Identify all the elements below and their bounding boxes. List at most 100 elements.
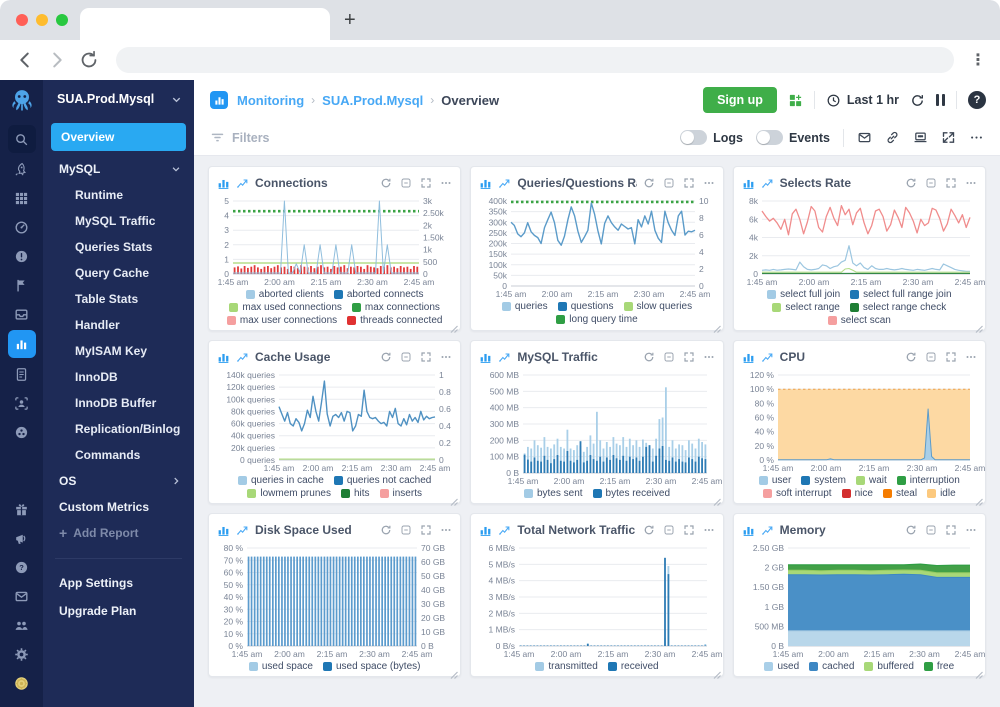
breadcrumb-app[interactable]: SUA.Prod.Mysql bbox=[322, 92, 424, 108]
legend-item[interactable]: nice bbox=[841, 487, 873, 500]
legend-item[interactable]: idle bbox=[927, 487, 956, 500]
legend-item[interactable]: questions bbox=[557, 300, 614, 313]
more-icon[interactable] bbox=[965, 524, 977, 536]
legend-item[interactable]: wait bbox=[855, 474, 887, 487]
sign-up-button[interactable]: Sign up bbox=[703, 87, 777, 113]
minimize-window-button[interactable] bbox=[36, 14, 48, 26]
refresh-icon[interactable] bbox=[380, 177, 392, 189]
refresh-icon[interactable] bbox=[905, 524, 917, 536]
more-icon[interactable] bbox=[965, 177, 977, 189]
browser-tab[interactable] bbox=[80, 8, 330, 40]
legend-item[interactable]: received bbox=[607, 660, 659, 673]
more-icon[interactable] bbox=[703, 524, 715, 536]
refresh-icon[interactable] bbox=[380, 351, 392, 363]
rail-megaphone-button[interactable] bbox=[8, 525, 36, 551]
logs-toggle[interactable]: Logs bbox=[680, 130, 743, 145]
legend-item[interactable]: aborted clients bbox=[245, 288, 324, 301]
sidebar-item-query-cache[interactable]: Query Cache bbox=[43, 260, 194, 286]
reload-button[interactable] bbox=[78, 49, 100, 71]
legend-item[interactable]: bytes sent bbox=[523, 487, 583, 500]
collapse-icon[interactable] bbox=[925, 177, 937, 189]
browser-menu-icon[interactable]: ⋮ bbox=[970, 52, 986, 69]
sidebar-item-add-report[interactable]: + Add Report bbox=[43, 520, 194, 546]
breadcrumb-monitoring[interactable]: Monitoring bbox=[237, 92, 305, 108]
rail-gift-button[interactable] bbox=[8, 496, 36, 522]
refresh-icon[interactable] bbox=[905, 351, 917, 363]
legend-item[interactable]: user bbox=[758, 474, 791, 487]
sidebar-item-app-settings[interactable]: App Settings bbox=[59, 576, 133, 590]
sidebar-item-commands[interactable]: Commands bbox=[43, 442, 194, 468]
legend-item[interactable]: max user connections bbox=[226, 314, 337, 327]
legend-item[interactable]: queries in cache bbox=[237, 474, 324, 487]
more-icon[interactable] bbox=[703, 351, 715, 363]
more-icon[interactable] bbox=[440, 524, 452, 536]
resize-handle[interactable] bbox=[450, 666, 459, 679]
explore-icon[interactable] bbox=[236, 177, 249, 190]
sidebar-item-upgrade-plan[interactable]: Upgrade Plan bbox=[59, 604, 137, 618]
more-icon[interactable] bbox=[440, 177, 452, 189]
fullscreen-icon[interactable] bbox=[420, 351, 432, 363]
rail-network-button[interactable] bbox=[8, 419, 36, 445]
legend-item[interactable]: inserts bbox=[379, 487, 422, 500]
sidebar-item-custom-metrics[interactable]: Custom Metrics bbox=[43, 494, 194, 520]
forward-button[interactable] bbox=[46, 49, 68, 71]
sidebar-item-myisam-key[interactable]: MyISAM Key bbox=[43, 338, 194, 364]
rail-mail-button[interactable] bbox=[8, 583, 36, 609]
legend-item[interactable]: system bbox=[801, 474, 846, 487]
fullscreen-icon[interactable] bbox=[945, 524, 957, 536]
legend-item[interactable]: lowmem prunes bbox=[247, 487, 331, 500]
collapse-icon[interactable] bbox=[663, 177, 675, 189]
help-icon[interactable]: ? bbox=[968, 91, 986, 109]
address-bar[interactable] bbox=[116, 47, 954, 73]
time-range-control[interactable]: Last 1 hr bbox=[826, 93, 899, 108]
sidebar-item-mysql[interactable]: MySQL bbox=[43, 156, 194, 182]
rail-gear-button[interactable] bbox=[8, 641, 36, 667]
pause-icon[interactable] bbox=[936, 94, 945, 106]
legend-item[interactable]: max connections bbox=[351, 301, 440, 314]
legend-item[interactable]: select range check bbox=[849, 301, 946, 314]
add-dashboard-icon[interactable] bbox=[788, 93, 803, 108]
resize-handle[interactable] bbox=[450, 493, 459, 506]
sidebar-item-os[interactable]: OS bbox=[43, 468, 194, 494]
collapse-icon[interactable] bbox=[400, 177, 412, 189]
more-icon[interactable] bbox=[703, 177, 715, 189]
refresh-icon[interactable] bbox=[905, 177, 917, 189]
new-tab-button[interactable]: + bbox=[344, 9, 356, 31]
sidebar-item-runtime[interactable]: Runtime bbox=[43, 182, 194, 208]
app-selector[interactable]: SUA.Prod.Mysql bbox=[43, 80, 194, 118]
rail-rocket-button[interactable] bbox=[8, 156, 36, 182]
rail-gauge-button[interactable] bbox=[8, 214, 36, 240]
collapse-icon[interactable] bbox=[663, 351, 675, 363]
sidebar-item-table-stats[interactable]: Table Stats bbox=[43, 286, 194, 312]
rail-help-button[interactable]: ? bbox=[8, 554, 36, 580]
legend-item[interactable]: threads connected bbox=[347, 314, 442, 327]
fullscreen-icon[interactable] bbox=[941, 130, 956, 145]
legend-item[interactable]: cached bbox=[809, 660, 854, 673]
legend-item[interactable]: select range bbox=[772, 301, 840, 314]
link-icon[interactable] bbox=[885, 130, 900, 145]
rail-users-button[interactable] bbox=[8, 612, 36, 638]
explore-icon[interactable] bbox=[498, 524, 511, 537]
refresh-icon[interactable] bbox=[380, 524, 392, 536]
legend-item[interactable]: select full range join bbox=[850, 288, 952, 301]
explore-icon[interactable] bbox=[498, 177, 511, 190]
rail-inbox-button[interactable] bbox=[8, 301, 36, 327]
collapse-icon[interactable] bbox=[400, 524, 412, 536]
legend-item[interactable]: slow queries bbox=[623, 300, 692, 313]
legend-item[interactable]: queries bbox=[501, 300, 548, 313]
fullscreen-icon[interactable] bbox=[683, 351, 695, 363]
resize-handle[interactable] bbox=[975, 320, 983, 333]
sidebar-item-overview[interactable]: Overview bbox=[51, 123, 186, 151]
fullscreen-icon[interactable] bbox=[420, 177, 432, 189]
explore-icon[interactable] bbox=[761, 524, 774, 537]
filters-control[interactable]: Filters bbox=[210, 130, 270, 145]
legend-item[interactable]: steal bbox=[882, 487, 917, 500]
close-window-button[interactable] bbox=[16, 14, 28, 26]
legend-item[interactable]: queries not cached bbox=[333, 474, 431, 487]
legend-item[interactable]: aborted connects bbox=[333, 288, 424, 301]
fullscreen-icon[interactable] bbox=[420, 524, 432, 536]
explore-icon[interactable] bbox=[236, 351, 249, 364]
legend-item[interactable]: max used connections bbox=[229, 301, 342, 314]
resize-handle[interactable] bbox=[450, 320, 459, 333]
refresh-icon[interactable] bbox=[643, 524, 655, 536]
